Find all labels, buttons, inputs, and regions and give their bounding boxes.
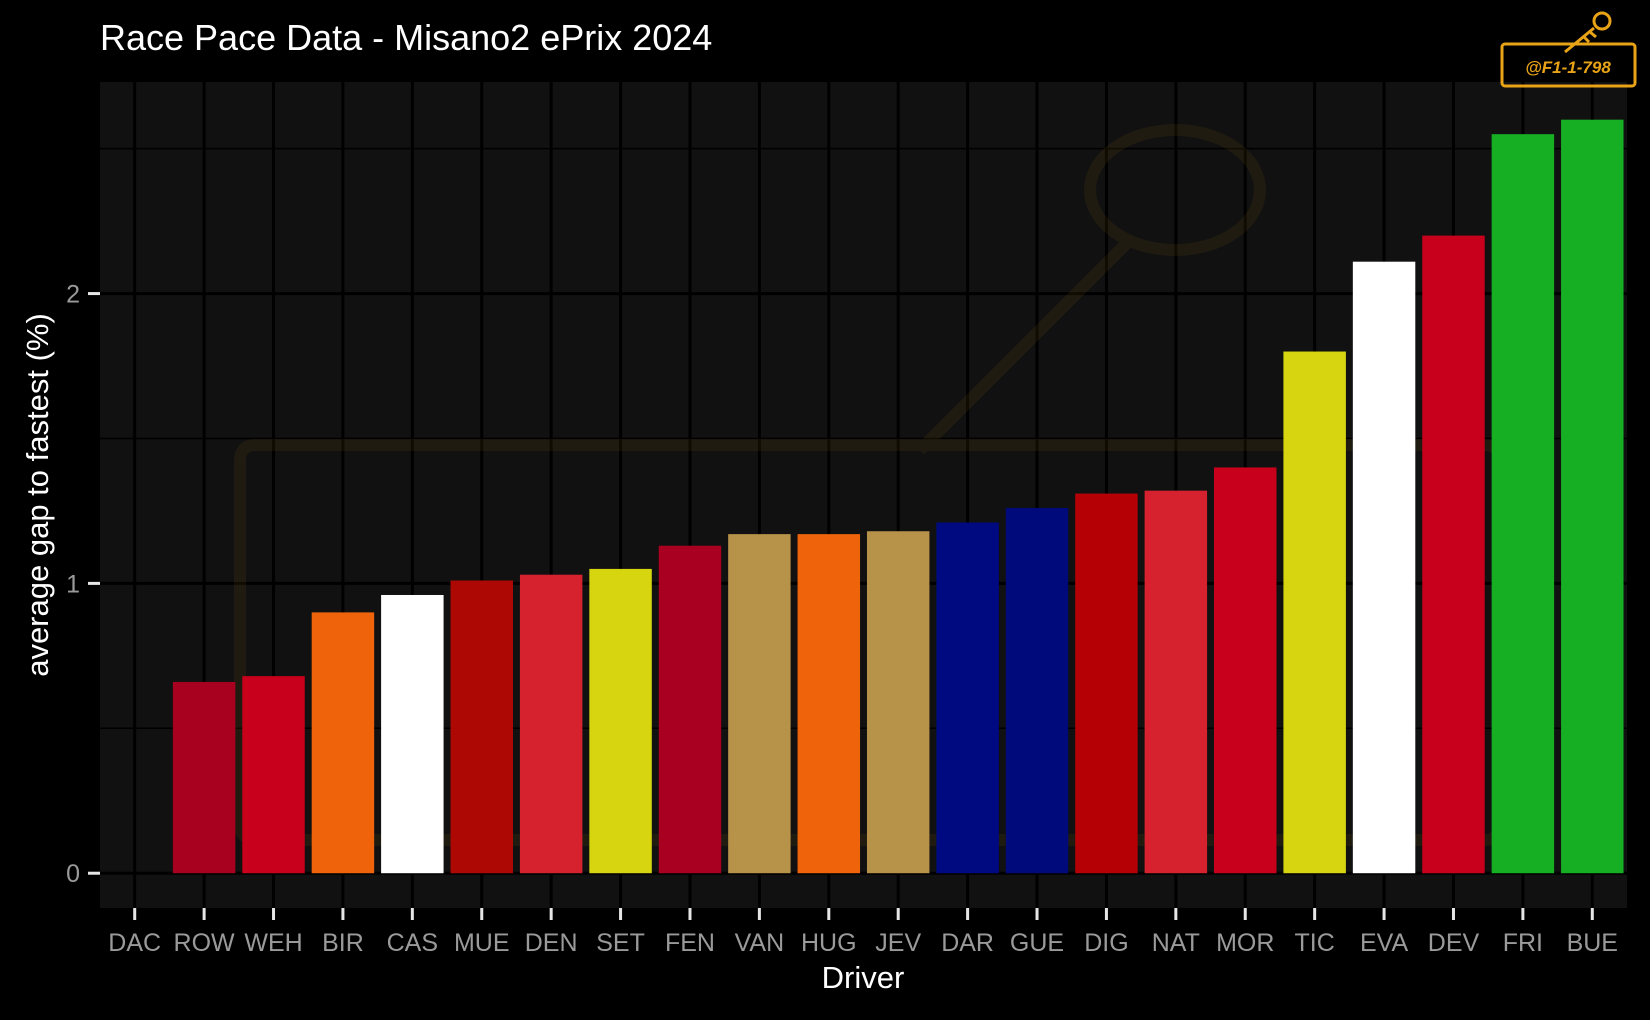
bar-mor: [1214, 467, 1277, 874]
watermark-logo: @F1-1-798: [1500, 11, 1637, 88]
bar-gue: [1005, 508, 1069, 874]
key-icon: [1564, 26, 1597, 54]
bar-bir: [311, 612, 375, 874]
bar-mue: [450, 580, 513, 874]
x-tick-label: VAN: [735, 929, 785, 957]
watermark-frame: [1500, 42, 1637, 88]
x-tick-label: CAS: [387, 929, 438, 957]
bar-row: [172, 681, 236, 874]
key-ring-icon: [1592, 11, 1612, 31]
x-tick-label: WEH: [244, 929, 302, 957]
bar-weh: [242, 676, 305, 874]
y-tick-label: 1: [66, 570, 80, 598]
x-axis: DAC ROW WEH BIR CAS MUE DEN SET FEN VAN HUG JEV DAR G…: [108, 908, 1618, 957]
x-tick-label: HUG: [801, 929, 857, 957]
bar-dig: [1075, 493, 1138, 874]
x-tick-label: FRI: [1503, 929, 1543, 957]
y-tick-label: 0: [66, 860, 80, 888]
x-tick-label: MUE: [454, 929, 510, 957]
x-tick-label: DIG: [1084, 929, 1128, 957]
bar-fen: [658, 545, 722, 874]
bars: [172, 119, 1624, 874]
x-tick-label: GUE: [1010, 929, 1064, 957]
x-tick-label: DEV: [1428, 929, 1480, 957]
bar-tic: [1283, 351, 1346, 874]
watermark-handle: @F1-1-798: [1525, 58, 1611, 77]
y-axis-title: average gap to fastest (%): [20, 313, 55, 677]
bar-eva: [1352, 261, 1416, 874]
bar-dar: [936, 522, 999, 874]
bar-den: [519, 574, 583, 874]
x-tick-label: EVA: [1360, 929, 1408, 957]
bar-set: [589, 568, 652, 874]
bar-dev: [1422, 235, 1485, 874]
x-tick-label: BIR: [322, 929, 364, 957]
x-tick-label: DEN: [525, 929, 578, 957]
chart-title: Race Pace Data - Misano2 ePrix 2024: [100, 17, 712, 58]
bar-fri: [1491, 134, 1555, 874]
bar-nat: [1144, 490, 1208, 874]
bar-bue: [1561, 119, 1624, 874]
x-tick-label: TIC: [1295, 929, 1335, 957]
x-tick-label: ROW: [174, 929, 236, 957]
y-tick-label: 2: [66, 281, 80, 309]
x-tick-label: FEN: [665, 929, 715, 957]
x-tick-label: BUE: [1567, 929, 1618, 957]
x-tick-label: DAC: [108, 929, 161, 957]
bar-van: [728, 534, 791, 874]
x-axis-title: Driver: [822, 960, 905, 995]
bar-hug: [797, 534, 861, 874]
x-tick-label: JEV: [875, 929, 921, 957]
x-tick-label: SET: [596, 929, 645, 957]
bar-jev: [866, 531, 930, 874]
bar-cas: [381, 594, 444, 874]
x-tick-label: NAT: [1152, 929, 1200, 957]
x-tick-label: DAR: [941, 929, 994, 957]
y-axis: 0 1 2: [66, 281, 100, 888]
x-tick-label: MOR: [1216, 929, 1274, 957]
